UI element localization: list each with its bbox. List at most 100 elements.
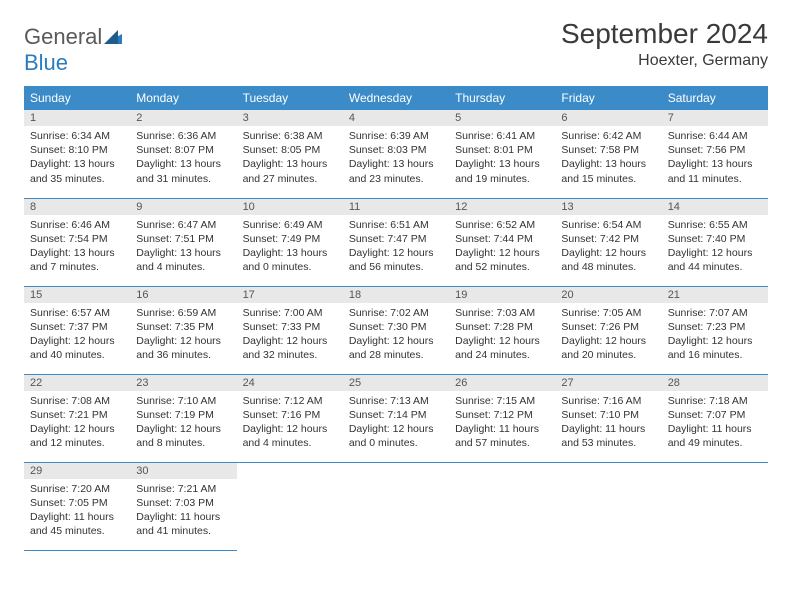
- calendar-cell: 25Sunrise: 7:13 AMSunset: 7:14 PMDayligh…: [343, 374, 449, 462]
- day-details: Sunrise: 6:52 AMSunset: 7:44 PMDaylight:…: [449, 215, 555, 279]
- calendar-cell: 20Sunrise: 7:05 AMSunset: 7:26 PMDayligh…: [555, 286, 661, 374]
- sunrise-text: Sunrise: 7:20 AM: [30, 482, 124, 496]
- calendar-cell: 16Sunrise: 6:59 AMSunset: 7:35 PMDayligh…: [130, 286, 236, 374]
- sunrise-text: Sunrise: 7:16 AM: [561, 394, 655, 408]
- logo-text-general: General: [24, 24, 102, 49]
- calendar-cell: 2Sunrise: 6:36 AMSunset: 8:07 PMDaylight…: [130, 110, 236, 198]
- title-block: September 2024 Hoexter, Germany: [561, 18, 768, 70]
- sunset-text: Sunset: 7:14 PM: [349, 408, 443, 422]
- day-header: Saturday: [662, 86, 768, 110]
- day-number: 2: [130, 110, 236, 126]
- sunset-text: Sunset: 7:03 PM: [136, 496, 230, 510]
- daylight-text: Daylight: 12 hours and 4 minutes.: [243, 422, 337, 450]
- page-title: September 2024: [561, 18, 768, 50]
- sunset-text: Sunset: 7:37 PM: [30, 320, 124, 334]
- calendar-cell: 17Sunrise: 7:00 AMSunset: 7:33 PMDayligh…: [237, 286, 343, 374]
- day-details: Sunrise: 6:46 AMSunset: 7:54 PMDaylight:…: [24, 215, 130, 279]
- day-header-row: SundayMondayTuesdayWednesdayThursdayFrid…: [24, 86, 768, 110]
- day-details: Sunrise: 6:49 AMSunset: 7:49 PMDaylight:…: [237, 215, 343, 279]
- arrow-icon: [104, 24, 122, 50]
- calendar-cell: 11Sunrise: 6:51 AMSunset: 7:47 PMDayligh…: [343, 198, 449, 286]
- calendar-cell: [555, 462, 661, 550]
- day-header: Friday: [555, 86, 661, 110]
- calendar-cell: [449, 462, 555, 550]
- calendar-cell: 30Sunrise: 7:21 AMSunset: 7:03 PMDayligh…: [130, 462, 236, 550]
- day-number: 9: [130, 199, 236, 215]
- sunset-text: Sunset: 7:35 PM: [136, 320, 230, 334]
- day-details: Sunrise: 7:05 AMSunset: 7:26 PMDaylight:…: [555, 303, 661, 367]
- day-details: Sunrise: 6:42 AMSunset: 7:58 PMDaylight:…: [555, 126, 661, 190]
- calendar-cell: 29Sunrise: 7:20 AMSunset: 7:05 PMDayligh…: [24, 462, 130, 550]
- calendar-cell: 18Sunrise: 7:02 AMSunset: 7:30 PMDayligh…: [343, 286, 449, 374]
- day-number: 21: [662, 287, 768, 303]
- sunset-text: Sunset: 7:26 PM: [561, 320, 655, 334]
- sunset-text: Sunset: 7:28 PM: [455, 320, 549, 334]
- day-number: 19: [449, 287, 555, 303]
- sunset-text: Sunset: 7:47 PM: [349, 232, 443, 246]
- day-details: Sunrise: 7:10 AMSunset: 7:19 PMDaylight:…: [130, 391, 236, 455]
- sunset-text: Sunset: 7:10 PM: [561, 408, 655, 422]
- sunset-text: Sunset: 8:05 PM: [243, 143, 337, 157]
- day-header: Sunday: [24, 86, 130, 110]
- calendar-cell: 27Sunrise: 7:16 AMSunset: 7:10 PMDayligh…: [555, 374, 661, 462]
- day-details: Sunrise: 6:39 AMSunset: 8:03 PMDaylight:…: [343, 126, 449, 190]
- calendar-cell: [343, 462, 449, 550]
- calendar-cell: 12Sunrise: 6:52 AMSunset: 7:44 PMDayligh…: [449, 198, 555, 286]
- day-number: 4: [343, 110, 449, 126]
- calendar-cell: 6Sunrise: 6:42 AMSunset: 7:58 PMDaylight…: [555, 110, 661, 198]
- sunrise-text: Sunrise: 6:54 AM: [561, 218, 655, 232]
- day-details: Sunrise: 7:08 AMSunset: 7:21 PMDaylight:…: [24, 391, 130, 455]
- day-number: 28: [662, 375, 768, 391]
- day-details: Sunrise: 7:12 AMSunset: 7:16 PMDaylight:…: [237, 391, 343, 455]
- daylight-text: Daylight: 12 hours and 52 minutes.: [455, 246, 549, 274]
- sunset-text: Sunset: 8:01 PM: [455, 143, 549, 157]
- sunset-text: Sunset: 7:40 PM: [668, 232, 762, 246]
- sunrise-text: Sunrise: 6:38 AM: [243, 129, 337, 143]
- day-details: Sunrise: 7:03 AMSunset: 7:28 PMDaylight:…: [449, 303, 555, 367]
- day-header: Wednesday: [343, 86, 449, 110]
- daylight-text: Daylight: 13 hours and 0 minutes.: [243, 246, 337, 274]
- sunrise-text: Sunrise: 6:47 AM: [136, 218, 230, 232]
- day-details: Sunrise: 6:59 AMSunset: 7:35 PMDaylight:…: [130, 303, 236, 367]
- day-number: 5: [449, 110, 555, 126]
- sunset-text: Sunset: 7:56 PM: [668, 143, 762, 157]
- day-details: Sunrise: 7:15 AMSunset: 7:12 PMDaylight:…: [449, 391, 555, 455]
- sunset-text: Sunset: 7:07 PM: [668, 408, 762, 422]
- sunset-text: Sunset: 7:33 PM: [243, 320, 337, 334]
- day-details: Sunrise: 7:13 AMSunset: 7:14 PMDaylight:…: [343, 391, 449, 455]
- location-label: Hoexter, Germany: [561, 52, 768, 70]
- calendar-week-row: 29Sunrise: 7:20 AMSunset: 7:05 PMDayligh…: [24, 462, 768, 550]
- daylight-text: Daylight: 13 hours and 23 minutes.: [349, 157, 443, 185]
- day-number: 11: [343, 199, 449, 215]
- day-details: Sunrise: 6:41 AMSunset: 8:01 PMDaylight:…: [449, 126, 555, 190]
- day-number: 16: [130, 287, 236, 303]
- daylight-text: Daylight: 11 hours and 53 minutes.: [561, 422, 655, 450]
- day-number: 29: [24, 463, 130, 479]
- day-header: Tuesday: [237, 86, 343, 110]
- daylight-text: Daylight: 13 hours and 27 minutes.: [243, 157, 337, 185]
- daylight-text: Daylight: 13 hours and 19 minutes.: [455, 157, 549, 185]
- day-details: Sunrise: 6:54 AMSunset: 7:42 PMDaylight:…: [555, 215, 661, 279]
- sunset-text: Sunset: 7:42 PM: [561, 232, 655, 246]
- daylight-text: Daylight: 13 hours and 31 minutes.: [136, 157, 230, 185]
- logo: GeneralBlue: [24, 24, 122, 76]
- sunrise-text: Sunrise: 6:59 AM: [136, 306, 230, 320]
- sunset-text: Sunset: 7:30 PM: [349, 320, 443, 334]
- calendar-cell: 7Sunrise: 6:44 AMSunset: 7:56 PMDaylight…: [662, 110, 768, 198]
- daylight-text: Daylight: 11 hours and 49 minutes.: [668, 422, 762, 450]
- day-number: 18: [343, 287, 449, 303]
- day-header: Thursday: [449, 86, 555, 110]
- sunrise-text: Sunrise: 6:39 AM: [349, 129, 443, 143]
- daylight-text: Daylight: 12 hours and 56 minutes.: [349, 246, 443, 274]
- sunset-text: Sunset: 7:44 PM: [455, 232, 549, 246]
- calendar-cell: 28Sunrise: 7:18 AMSunset: 7:07 PMDayligh…: [662, 374, 768, 462]
- daylight-text: Daylight: 11 hours and 41 minutes.: [136, 510, 230, 538]
- calendar-week-row: 15Sunrise: 6:57 AMSunset: 7:37 PMDayligh…: [24, 286, 768, 374]
- calendar-cell: 3Sunrise: 6:38 AMSunset: 8:05 PMDaylight…: [237, 110, 343, 198]
- daylight-text: Daylight: 13 hours and 15 minutes.: [561, 157, 655, 185]
- day-details: Sunrise: 7:02 AMSunset: 7:30 PMDaylight:…: [343, 303, 449, 367]
- day-number: 22: [24, 375, 130, 391]
- calendar-cell: 9Sunrise: 6:47 AMSunset: 7:51 PMDaylight…: [130, 198, 236, 286]
- day-details: Sunrise: 6:36 AMSunset: 8:07 PMDaylight:…: [130, 126, 236, 190]
- day-number: 25: [343, 375, 449, 391]
